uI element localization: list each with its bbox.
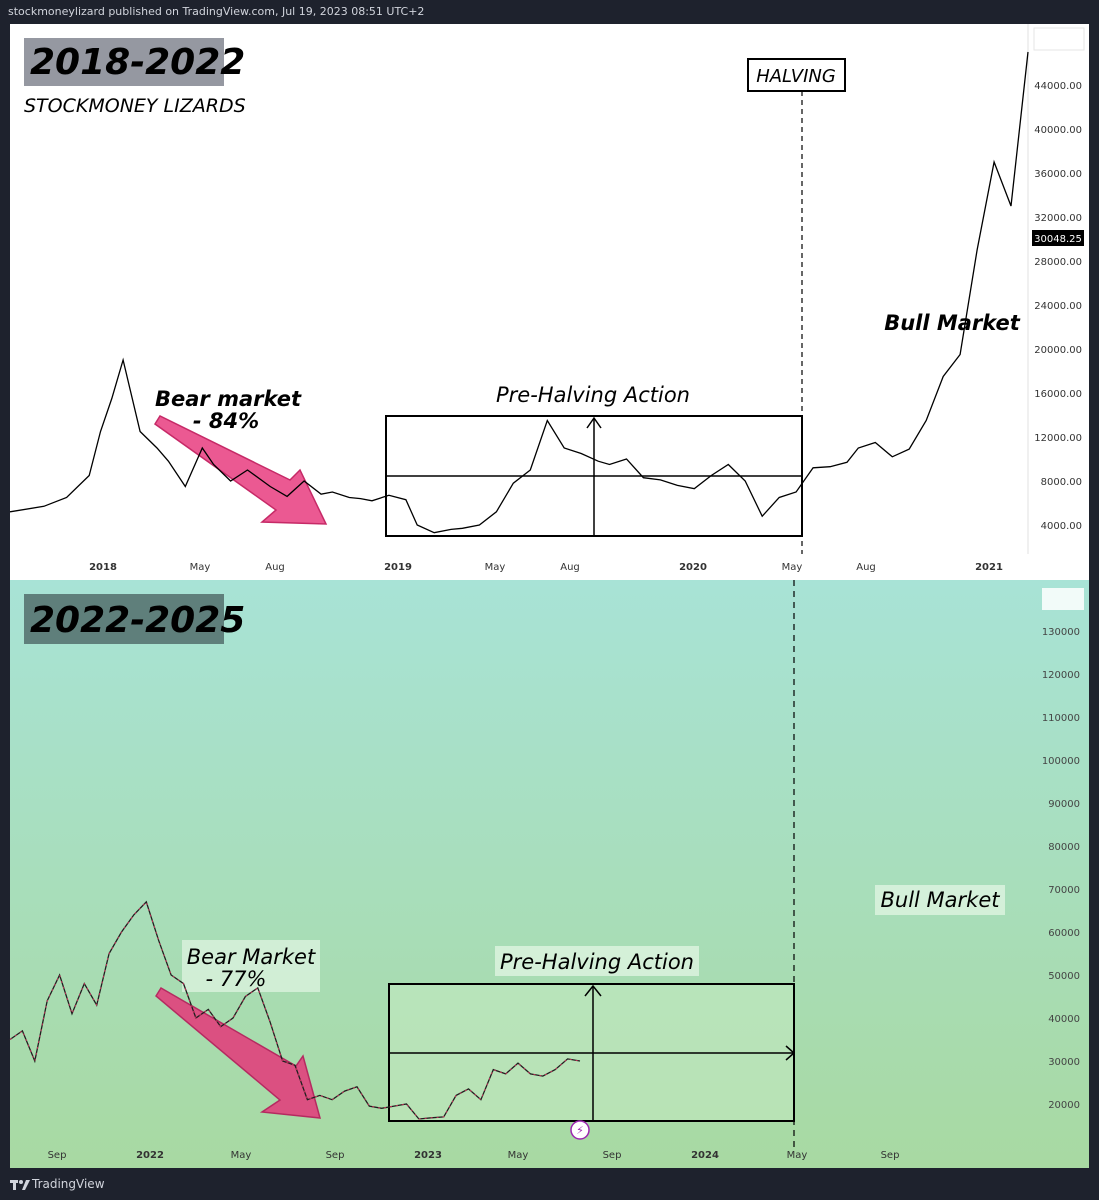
title-box	[24, 594, 224, 644]
time-tick-label: May	[508, 1150, 529, 1161]
price-tick-label: 28000.00	[1034, 257, 1082, 268]
chart-title: 2022-2025	[30, 600, 245, 641]
price-tick-label: 30000	[1048, 1057, 1080, 1068]
time-tick-label: 2024	[691, 1150, 719, 1161]
time-tick-label: May	[782, 562, 803, 573]
time-tick-label: May	[787, 1150, 808, 1161]
price-series-down-candles	[9, 901, 581, 1120]
price-axis: 4000.00 8000.00 12000.00 16000.00 20000.00 24…	[1034, 81, 1082, 532]
footer-bar: TradingView	[0, 1170, 1099, 1200]
price-axis: 20000 30000 40000 50000 60000 70000 80000 90000…	[1042, 627, 1080, 1111]
chart-title: 2018-2022	[30, 42, 245, 83]
chart-subtitle: STOCKMONEY LIZARDS	[24, 95, 246, 117]
price-tick-label: 36000.00	[1034, 169, 1082, 180]
publish-line: stockmoneylizard published on TradingVie…	[8, 5, 425, 18]
current-price-value: 30048.25	[1034, 234, 1082, 245]
lightning-icon[interactable]	[570, 1120, 590, 1140]
price-axis-area	[1028, 24, 1089, 580]
price-tick-label: 80000	[1048, 842, 1080, 853]
price-tick-label: 44000.00	[1034, 81, 1082, 92]
current-price-badge	[1032, 230, 1084, 246]
bull-market-label: Bull Market	[881, 888, 1001, 912]
price-series	[9, 51, 1029, 534]
title-box	[24, 38, 224, 86]
time-axis: 2018 May Aug 2019 May Aug 2020 May Aug 2021	[89, 562, 1003, 573]
time-tick-label: Sep	[48, 1150, 67, 1161]
price-tick-label: 12000.00	[1034, 433, 1082, 444]
time-tick-label: 2023	[414, 1150, 442, 1161]
price-tick-label: 24000.00	[1034, 301, 1082, 312]
pre-halving-label: Pre-Halving Action	[500, 950, 694, 974]
time-tick-label: Sep	[881, 1150, 900, 1161]
price-tick-label: 100000	[1042, 756, 1080, 767]
halving-label-box	[747, 58, 846, 92]
footer-brand: TradingView	[32, 1177, 105, 1191]
price-tick-label: 40000.00	[1034, 125, 1082, 136]
bear-market-percent: - 84%	[193, 409, 259, 433]
price-tick-label: 8000.00	[1041, 477, 1082, 488]
time-tick-label: 2022	[136, 1150, 164, 1161]
price-tick-label: 40000	[1048, 1014, 1080, 1025]
time-tick-label: Aug	[856, 562, 876, 573]
price-tick-label: 60000	[1048, 928, 1080, 939]
time-axis: Sep 2022 May Sep 2023 May Sep 2024 May Sep	[48, 1150, 900, 1161]
pre-halving-label: Pre-Halving Action	[496, 383, 690, 407]
price-tick-label: 130000	[1042, 627, 1080, 638]
tradingview-logo-icon	[10, 1180, 30, 1190]
price-tick-label: 90000	[1048, 799, 1080, 810]
bear-arrow	[153, 415, 328, 525]
halving-label: HALVING	[756, 66, 836, 87]
price-tick-label: 32000.00	[1034, 213, 1082, 224]
price-tick-label: 110000	[1042, 713, 1080, 724]
price-tick-label: 4000.00	[1041, 521, 1082, 532]
bear-market-percent: - 77%	[206, 967, 267, 991]
bear-market-label: Bear Market	[187, 945, 316, 969]
time-tick-label: May	[485, 562, 506, 573]
price-tick-label: 16000.00	[1034, 389, 1082, 400]
bear-market-label: Bear market	[155, 387, 302, 411]
time-tick-label: 2020	[679, 562, 707, 573]
price-tick-label: 20000.00	[1034, 345, 1082, 356]
time-tick-label: 2021	[975, 562, 1003, 573]
time-tick-label: Sep	[603, 1150, 622, 1161]
time-tick-label: Sep	[326, 1150, 345, 1161]
time-tick-label: Aug	[560, 562, 580, 573]
chart-2018-2022: 2018-2022 STOCKMONEY LIZARDS HALVING Pre…	[9, 24, 1099, 580]
axis-settings-box[interactable]	[1042, 588, 1084, 610]
price-tick-label: 120000	[1042, 670, 1080, 681]
bear-arrow	[155, 986, 322, 1119]
time-tick-label: Aug	[265, 562, 285, 573]
time-tick-label: May	[231, 1150, 252, 1161]
chart-2022-2025: 2022-2025 Pre-Halving Action Bear Market…	[9, 580, 1099, 1170]
time-tick-label: 2018	[89, 562, 117, 573]
bull-market-label: Bull Market	[884, 311, 1021, 335]
time-tick-label: May	[190, 562, 211, 573]
axis-settings-box[interactable]	[1033, 27, 1085, 51]
svg-text:⚡: ⚡	[576, 1124, 584, 1137]
publish-header: stockmoneylizard published on TradingVie…	[0, 0, 1099, 24]
time-tick-label: 2019	[384, 562, 412, 573]
price-tick-label: 70000	[1048, 885, 1080, 896]
price-tick-label: 20000	[1048, 1100, 1080, 1111]
plot-area	[10, 24, 1028, 580]
price-tick-label: 50000	[1048, 971, 1080, 982]
